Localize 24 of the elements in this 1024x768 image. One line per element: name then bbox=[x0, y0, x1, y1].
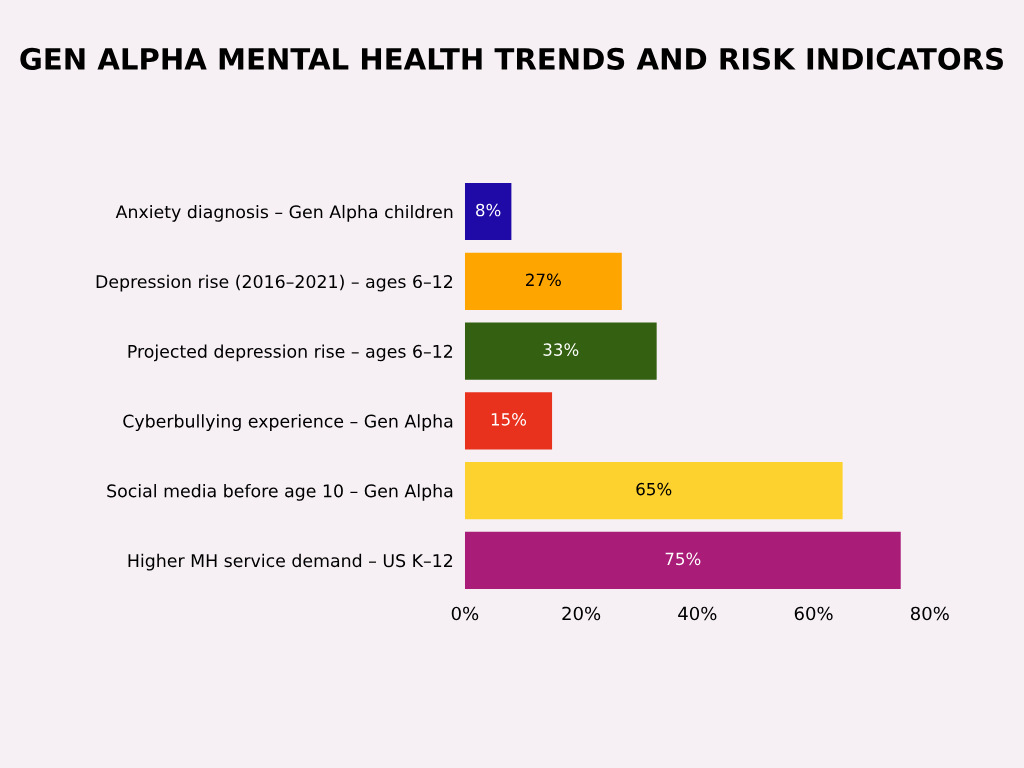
y-tick-label: Cyberbullying experience – Gen Alpha bbox=[123, 414, 453, 432]
bar bbox=[464, 531, 901, 589]
data-label: 15% bbox=[491, 413, 527, 426]
y-tick-label: Higher MH service demand – US K–12 bbox=[128, 553, 453, 571]
x-tick-label: 40% bbox=[678, 606, 717, 621]
y-tick-label: Anxiety diagnosis – Gen Alpha children bbox=[115, 204, 453, 222]
y-tick-label: Social media before age 10 – Gen Alpha bbox=[107, 483, 453, 501]
x-tick-label: 80% bbox=[910, 606, 949, 621]
bar bbox=[464, 461, 843, 520]
x-tick-label: 60% bbox=[794, 606, 833, 621]
y-tick-label: Depression rise (2016–2021) – ages 6–12 bbox=[96, 274, 453, 292]
bar bbox=[464, 322, 657, 380]
bar bbox=[464, 252, 622, 310]
data-label: 8% bbox=[476, 203, 501, 217]
bar bbox=[464, 182, 512, 241]
x-tick-label: 20% bbox=[562, 606, 601, 621]
data-label: 75% bbox=[665, 552, 701, 566]
y-tick-label: Projected depression rise – ages 6–12 bbox=[128, 344, 453, 362]
x-tick-label: 0% bbox=[451, 606, 479, 621]
chart-title: GEN ALPHA MENTAL HEALTH TRENDS AND RISK INDICATORS bbox=[20, 47, 1003, 70]
data-label: 33% bbox=[543, 343, 579, 356]
data-label: 27% bbox=[526, 273, 561, 287]
bar bbox=[464, 392, 553, 450]
data-label: 65% bbox=[636, 482, 672, 496]
